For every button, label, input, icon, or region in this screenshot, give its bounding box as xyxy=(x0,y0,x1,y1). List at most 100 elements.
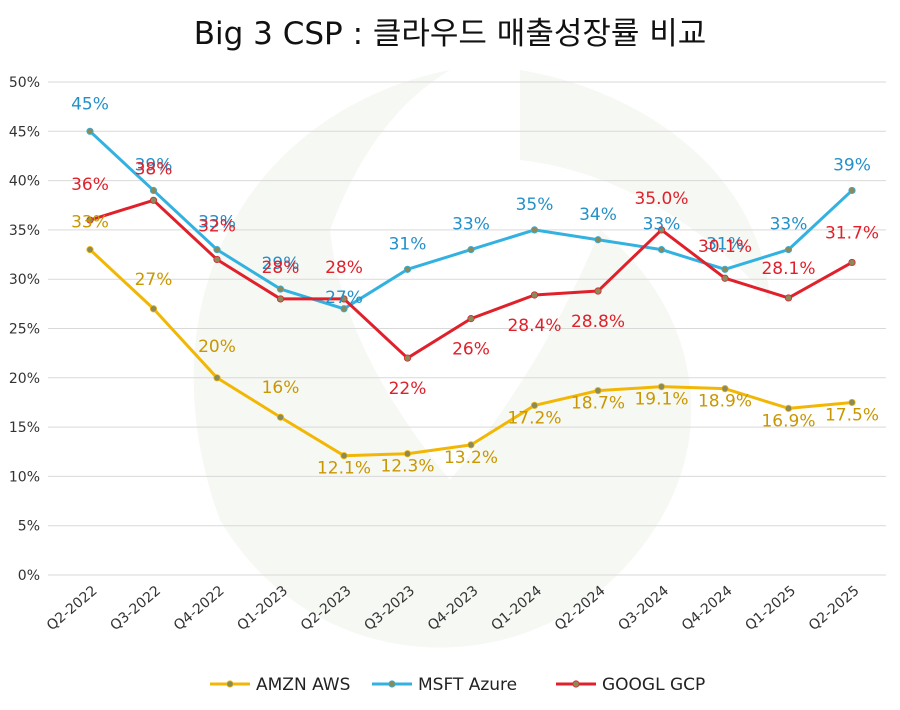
data-label: 12.3% xyxy=(380,457,434,477)
x-tick-label: Q4-2024 xyxy=(679,583,736,634)
data-label: 20% xyxy=(198,337,236,357)
data-point xyxy=(721,385,729,393)
legend-marker xyxy=(388,680,396,688)
data-label: 16.9% xyxy=(761,411,815,431)
data-label: 38% xyxy=(135,159,173,179)
data-point xyxy=(149,186,158,195)
data-point xyxy=(848,398,856,407)
data-point xyxy=(784,246,793,254)
data-point xyxy=(213,246,221,254)
data-label: 17.5% xyxy=(825,405,879,425)
legend-label: GOOGL GCP xyxy=(602,675,705,695)
data-point xyxy=(467,441,475,449)
data-label: 27% xyxy=(135,270,173,290)
data-label: 36% xyxy=(71,175,109,195)
data-label: 28% xyxy=(325,258,363,278)
legend-marker xyxy=(226,680,234,688)
data-point xyxy=(657,246,666,254)
legend-label: AMZN AWS xyxy=(256,675,350,695)
data-label: 32% xyxy=(198,216,236,236)
data-point xyxy=(594,236,602,244)
legend-label: MSFT Azure xyxy=(418,675,517,695)
data-point xyxy=(149,305,158,313)
data-label: 33% xyxy=(643,215,681,235)
data-point xyxy=(213,374,221,382)
data-label: 27% xyxy=(325,288,363,308)
data-point xyxy=(340,452,348,460)
data-point xyxy=(848,186,856,195)
data-point xyxy=(657,226,666,234)
data-point xyxy=(86,246,94,254)
data-label: 33% xyxy=(770,215,808,235)
data-label: 31% xyxy=(389,234,427,254)
y-tick-label: 15% xyxy=(9,420,40,436)
data-label: 18.9% xyxy=(698,392,752,412)
y-tick-label: 35% xyxy=(9,223,40,239)
data-point xyxy=(530,226,539,234)
data-label: 28.4% xyxy=(507,316,561,336)
data-label: 16% xyxy=(262,378,300,398)
data-label: 45% xyxy=(71,94,109,114)
x-tick-label: Q4-2022 xyxy=(171,583,228,634)
data-point xyxy=(276,285,285,293)
x-tick-label: Q2-2022 xyxy=(44,583,101,634)
data-point xyxy=(467,315,475,323)
data-label: 12.1% xyxy=(317,459,371,479)
y-tick-label: 50% xyxy=(9,75,40,91)
data-label: 34% xyxy=(579,205,617,225)
data-point xyxy=(784,294,793,302)
data-point xyxy=(213,255,221,264)
data-point xyxy=(340,305,348,313)
data-label: 22% xyxy=(389,379,427,399)
x-tick-label: Q3-2024 xyxy=(615,583,672,634)
data-point xyxy=(848,258,856,267)
data-point xyxy=(276,413,285,421)
y-tick-label: 20% xyxy=(9,371,40,387)
data-label: 18.7% xyxy=(571,394,625,414)
data-label: 31% xyxy=(706,234,744,254)
data-label: 35% xyxy=(516,195,554,215)
data-point xyxy=(86,216,94,224)
y-tick-label: 5% xyxy=(18,519,40,535)
y-tick-label: 40% xyxy=(9,174,40,190)
data-label: 33% xyxy=(71,213,109,233)
data-point xyxy=(530,401,539,410)
watermark-leaf xyxy=(520,70,770,300)
data-label: 39% xyxy=(833,155,871,175)
x-tick-label: Q1-2025 xyxy=(742,583,799,634)
y-tick-label: 25% xyxy=(9,322,40,338)
chart-title: Big 3 CSP : 클라우드 매출성장률 비교 xyxy=(193,16,707,52)
data-label: 13.2% xyxy=(444,448,498,468)
data-label: 28% xyxy=(262,258,300,278)
y-tick-label: 45% xyxy=(9,124,40,140)
x-tick-label: Q1-2023 xyxy=(234,583,291,634)
data-label: 29% xyxy=(262,254,300,274)
data-point xyxy=(149,196,158,204)
legend-marker xyxy=(572,680,580,688)
data-label: 17.2% xyxy=(507,408,561,428)
data-point xyxy=(403,450,412,458)
data-label: 28.8% xyxy=(571,312,625,332)
data-point xyxy=(403,354,412,362)
data-label: 30.1% xyxy=(698,237,752,257)
data-label: 26% xyxy=(452,340,490,360)
x-tick-label: Q3-2022 xyxy=(107,583,164,634)
data-point xyxy=(530,291,539,299)
y-tick-label: 0% xyxy=(18,568,40,584)
watermark-logo xyxy=(193,70,692,648)
data-label: 39% xyxy=(135,155,173,175)
data-point xyxy=(657,383,666,391)
data-point xyxy=(784,404,793,412)
y-tick-label: 30% xyxy=(9,272,40,288)
y-tick-label: 10% xyxy=(9,469,40,485)
data-label: 33% xyxy=(198,213,236,233)
data-point xyxy=(594,287,602,295)
data-label: 19.1% xyxy=(634,390,688,410)
data-point xyxy=(276,295,285,303)
data-point xyxy=(403,265,412,273)
data-label: 33% xyxy=(452,215,490,235)
data-point xyxy=(340,295,348,303)
data-label: 28.1% xyxy=(761,259,815,279)
data-label: 35.0% xyxy=(634,189,688,209)
